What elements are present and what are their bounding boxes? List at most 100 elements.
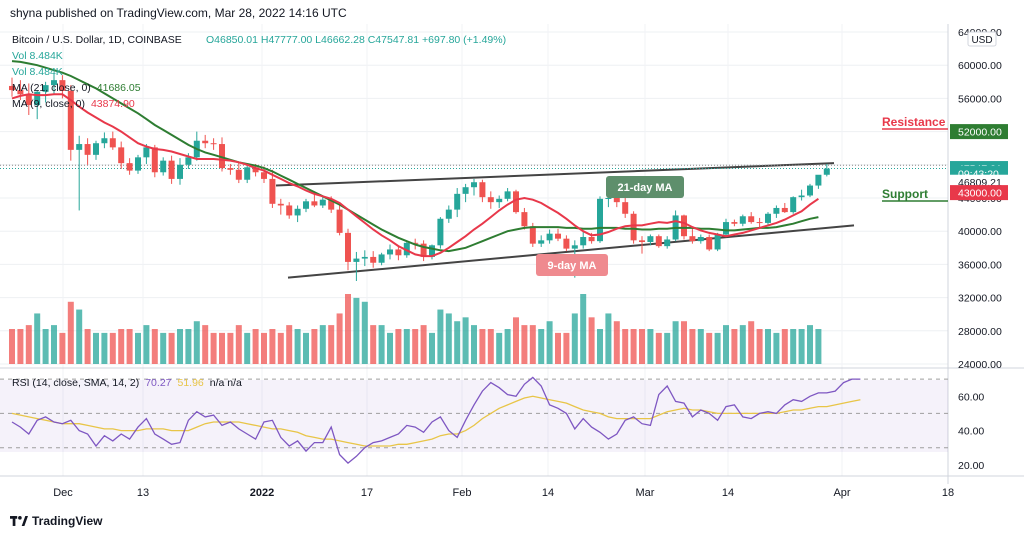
candle-body[interactable]	[9, 85, 15, 91]
candle-body[interactable]	[664, 239, 671, 247]
candle-body[interactable]	[647, 236, 654, 242]
candle-body[interactable]	[588, 237, 595, 242]
candle-body[interactable]	[370, 256, 377, 263]
candlesticks[interactable]	[9, 73, 830, 282]
candle-body[interactable]	[546, 233, 553, 241]
candle-body[interactable]	[697, 237, 704, 242]
candle-body[interactable]	[277, 203, 284, 206]
candle-body[interactable]	[555, 233, 561, 239]
candle-body[interactable]	[17, 90, 24, 95]
candle-body[interactable]	[143, 147, 150, 158]
candle-body[interactable]	[311, 201, 318, 206]
candle-body[interactable]	[160, 160, 167, 173]
candle-body[interactable]	[823, 168, 830, 175]
candle-body[interactable]	[529, 226, 536, 244]
candle-body[interactable]	[437, 218, 444, 246]
candle-body[interactable]	[361, 256, 368, 259]
candle-body[interactable]	[655, 236, 662, 247]
candle-body[interactable]	[328, 199, 335, 210]
candle-body[interactable]	[93, 143, 99, 155]
candle-body[interactable]	[76, 144, 83, 150]
candle-body[interactable]	[412, 242, 419, 244]
candle-body[interactable]	[781, 207, 788, 213]
candle-body[interactable]	[563, 238, 570, 249]
candle-body[interactable]	[294, 208, 301, 216]
candle-body[interactable]	[487, 197, 494, 203]
candle-body[interactable]	[765, 213, 771, 223]
time-axis[interactable]: Dec 13 2022 17 Feb 14 Mar 14 Apr 18	[53, 487, 954, 499]
candle-body[interactable]	[185, 157, 192, 165]
candle-body[interactable]	[109, 138, 116, 148]
candle-body[interactable]	[706, 237, 713, 250]
candle-body[interactable]	[538, 240, 545, 244]
candle-body[interactable]	[471, 182, 477, 188]
candle-body[interactable]	[395, 249, 402, 256]
candle-body[interactable]	[714, 234, 721, 250]
candle-body[interactable]	[336, 209, 343, 233]
price-axis[interactable]: 64000.0060000.0056000.0052000.0048000.00…	[950, 27, 1008, 371]
candle-body[interactable]	[681, 215, 687, 237]
candle-body[interactable]	[454, 193, 461, 210]
candle-body[interactable]	[613, 198, 620, 203]
btc-usd-chart[interactable]: 60.00 40.00 20.00 21-day MA 9-day MA Resis…	[0, 24, 1024, 512]
candle-body[interactable]	[261, 172, 267, 179]
candle-body[interactable]	[462, 187, 469, 194]
candle-body[interactable]	[227, 168, 234, 170]
candle-body[interactable]	[51, 80, 57, 86]
candle-body[interactable]	[420, 243, 427, 257]
candle-body[interactable]	[513, 191, 519, 213]
candle-body[interactable]	[731, 222, 738, 224]
currency-badge[interactable]	[967, 31, 997, 47]
candle-body[interactable]	[42, 85, 49, 92]
candle-body[interactable]	[202, 140, 209, 144]
candle-body[interactable]	[756, 222, 763, 224]
candle-body[interactable]	[597, 198, 603, 242]
candle-body[interactable]	[286, 205, 293, 216]
candle-body[interactable]	[168, 160, 175, 179]
candle-body[interactable]	[345, 232, 351, 262]
candle-body[interactable]	[319, 199, 326, 206]
candle-body[interactable]	[689, 236, 696, 242]
candle-body[interactable]	[210, 143, 217, 145]
candle-body[interactable]	[219, 144, 225, 169]
candle-body[interactable]	[622, 202, 629, 214]
candle-body[interactable]	[496, 198, 503, 203]
candle-body[interactable]	[244, 167, 251, 180]
candle-body[interactable]	[303, 201, 309, 209]
candle-body[interactable]	[269, 178, 276, 204]
candle-body[interactable]	[807, 185, 813, 196]
candle-body[interactable]	[252, 167, 259, 173]
candle-body[interactable]	[639, 240, 645, 242]
candle-body[interactable]	[504, 191, 511, 199]
candle-body[interactable]	[177, 164, 183, 179]
candle-body[interactable]	[479, 182, 486, 198]
candle-body[interactable]	[84, 144, 91, 155]
candle-body[interactable]	[521, 212, 528, 227]
candle-body[interactable]	[723, 222, 729, 235]
candle-body[interactable]	[126, 163, 133, 171]
candle-body[interactable]	[748, 216, 755, 223]
candle-body[interactable]	[151, 147, 158, 173]
candle-body[interactable]	[101, 138, 108, 144]
candle-body[interactable]	[580, 237, 587, 246]
candle-body[interactable]	[605, 198, 612, 199]
candle-body[interactable]	[353, 258, 360, 262]
candle-body[interactable]	[739, 216, 746, 224]
candle-body[interactable]	[235, 169, 242, 180]
candle-body[interactable]	[798, 195, 805, 198]
candle-body[interactable]	[630, 213, 637, 241]
candle-body[interactable]	[378, 254, 385, 263]
candle-body[interactable]	[445, 209, 452, 219]
candle-body[interactable]	[25, 94, 32, 106]
candle-body[interactable]	[790, 197, 797, 213]
candle-body[interactable]	[571, 245, 578, 249]
candle-body[interactable]	[118, 147, 125, 164]
candle-body[interactable]	[34, 91, 41, 106]
candle-body[interactable]	[815, 174, 822, 186]
candle-body[interactable]	[59, 80, 66, 91]
candle-body[interactable]	[67, 90, 74, 150]
candle-body[interactable]	[773, 207, 780, 214]
candle-body[interactable]	[387, 249, 393, 255]
candle-body[interactable]	[403, 242, 410, 256]
candle-body[interactable]	[429, 245, 435, 257]
